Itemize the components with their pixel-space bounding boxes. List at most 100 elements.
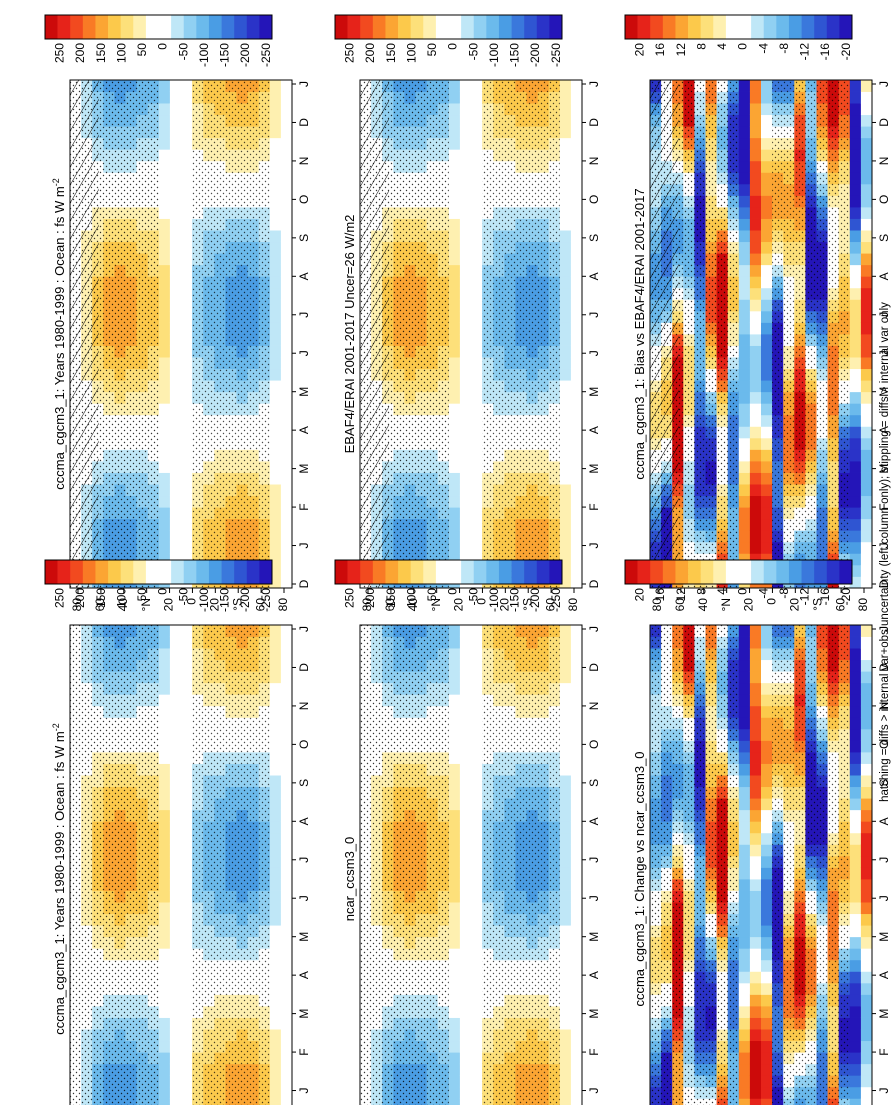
heatmap-cell (448, 890, 461, 903)
heatmap-cell (158, 449, 171, 462)
heatmap-cell (280, 518, 293, 531)
heatmap-cell (761, 345, 773, 358)
heatmap-cell (269, 855, 282, 868)
month-tick-label: F (877, 503, 891, 510)
heatmap-cell (559, 959, 572, 972)
month-tick-label: O (297, 195, 311, 204)
heatmap-cell (471, 913, 483, 926)
heatmap-cell (280, 1098, 293, 1105)
heatmap-cell (559, 740, 572, 753)
heatmap-cell (181, 391, 193, 404)
heatmap-cell (761, 472, 773, 485)
heatmap-cell (860, 507, 873, 520)
heatmap-cell (570, 1098, 583, 1105)
heatmap-cell (158, 925, 171, 938)
heatmap-cell (181, 671, 193, 684)
heatmap-cell (738, 345, 751, 358)
heatmap-cell (471, 648, 483, 661)
colorbar-tick-label: 100 (114, 588, 128, 608)
heatmap-cell (459, 264, 472, 277)
heatmap-cell (448, 832, 461, 845)
colorbar-tick-label: 0 (156, 43, 170, 50)
heatmap-cell (761, 507, 773, 520)
heatmap-cell (860, 299, 873, 312)
heatmap-cell (849, 80, 862, 92)
heatmap-cell (269, 426, 282, 439)
heatmap-cell (471, 890, 483, 903)
heatmap-cell (269, 276, 282, 289)
heatmap-cell (269, 982, 282, 995)
heatmap-cell (181, 218, 193, 231)
heatmap-cell (169, 553, 182, 566)
heatmap-cell (280, 971, 293, 984)
colorbar-swatch (171, 15, 185, 39)
heatmap-cell (269, 495, 282, 508)
heatmap-cell (448, 798, 461, 811)
heatmap-cell (158, 334, 171, 346)
heatmap-cell (761, 137, 773, 150)
colorbar-swatch (82, 560, 96, 584)
heatmap-cell (280, 1052, 293, 1065)
heatmap-cell (559, 391, 572, 404)
heatmap-cell (280, 114, 293, 127)
heatmap-cell (158, 1086, 171, 1099)
heatmap-cell (169, 1029, 182, 1042)
heatmap-cell (459, 160, 472, 173)
heatmap-cell (181, 844, 193, 857)
colorbar-swatch (524, 560, 538, 584)
heatmap-cell (269, 1040, 282, 1053)
heatmap-cell (570, 149, 583, 162)
heatmap-cell (761, 530, 773, 543)
heatmap-cell (860, 553, 873, 566)
heatmap-cell (459, 310, 472, 323)
heatmap-cell (158, 160, 171, 173)
heatmap-cell (459, 449, 472, 462)
heatmap-cell (738, 183, 751, 196)
heatmap-cell (280, 103, 293, 116)
heatmap-cell (459, 518, 472, 531)
colorbar-tick-label: -100 (487, 43, 501, 67)
heatmap-cell (448, 682, 461, 695)
heatmap-cell (761, 437, 773, 450)
colorbar-tick-label: 100 (404, 588, 418, 608)
heatmap-cell (181, 126, 193, 139)
heatmap-cell (269, 149, 282, 162)
colorbar-tick-label: -250 (259, 588, 273, 612)
heatmap-cell (570, 91, 583, 104)
heatmap-cell (280, 276, 293, 289)
heatmap-cell (181, 380, 193, 393)
heatmap-cell (158, 959, 171, 972)
heatmap-cell (269, 391, 282, 404)
stippling-overlay (70, 625, 159, 1105)
month-tick-label: M (297, 387, 311, 397)
heatmap-cell (761, 357, 773, 370)
lat-tick-label: °N (429, 598, 443, 611)
heatmap-cell (559, 798, 572, 811)
heatmap-cell (158, 553, 171, 566)
heatmap-cell (849, 414, 862, 427)
heatmap-cell (738, 484, 751, 497)
heatmap-cell (570, 103, 583, 116)
heatmap-cell (559, 576, 572, 589)
heatmap-cell (860, 484, 873, 497)
lat-tick-label: 20 (452, 598, 466, 612)
heatmap-cell (559, 994, 572, 1007)
heatmap-cell (471, 241, 483, 254)
heatmap-cell (169, 264, 182, 277)
colorbar-frame (624, 14, 853, 40)
heatmap-cell (448, 253, 461, 266)
heatmap-cell (269, 241, 282, 254)
heatmap-cell (749, 541, 762, 554)
heatmap-cell (158, 310, 171, 323)
heatmap-cell (158, 948, 171, 961)
heatmap-cell (280, 149, 293, 162)
heatmap-cell (158, 472, 171, 485)
heatmap-cell (448, 518, 461, 531)
heatmap-cell (169, 495, 182, 508)
heatmap-cell (448, 763, 461, 776)
heatmap-cell (570, 728, 583, 741)
heatmap-cell (860, 564, 873, 577)
heatmap-cell (169, 1063, 182, 1076)
heatmap-cell (738, 380, 751, 393)
heatmap-cell (459, 867, 472, 880)
